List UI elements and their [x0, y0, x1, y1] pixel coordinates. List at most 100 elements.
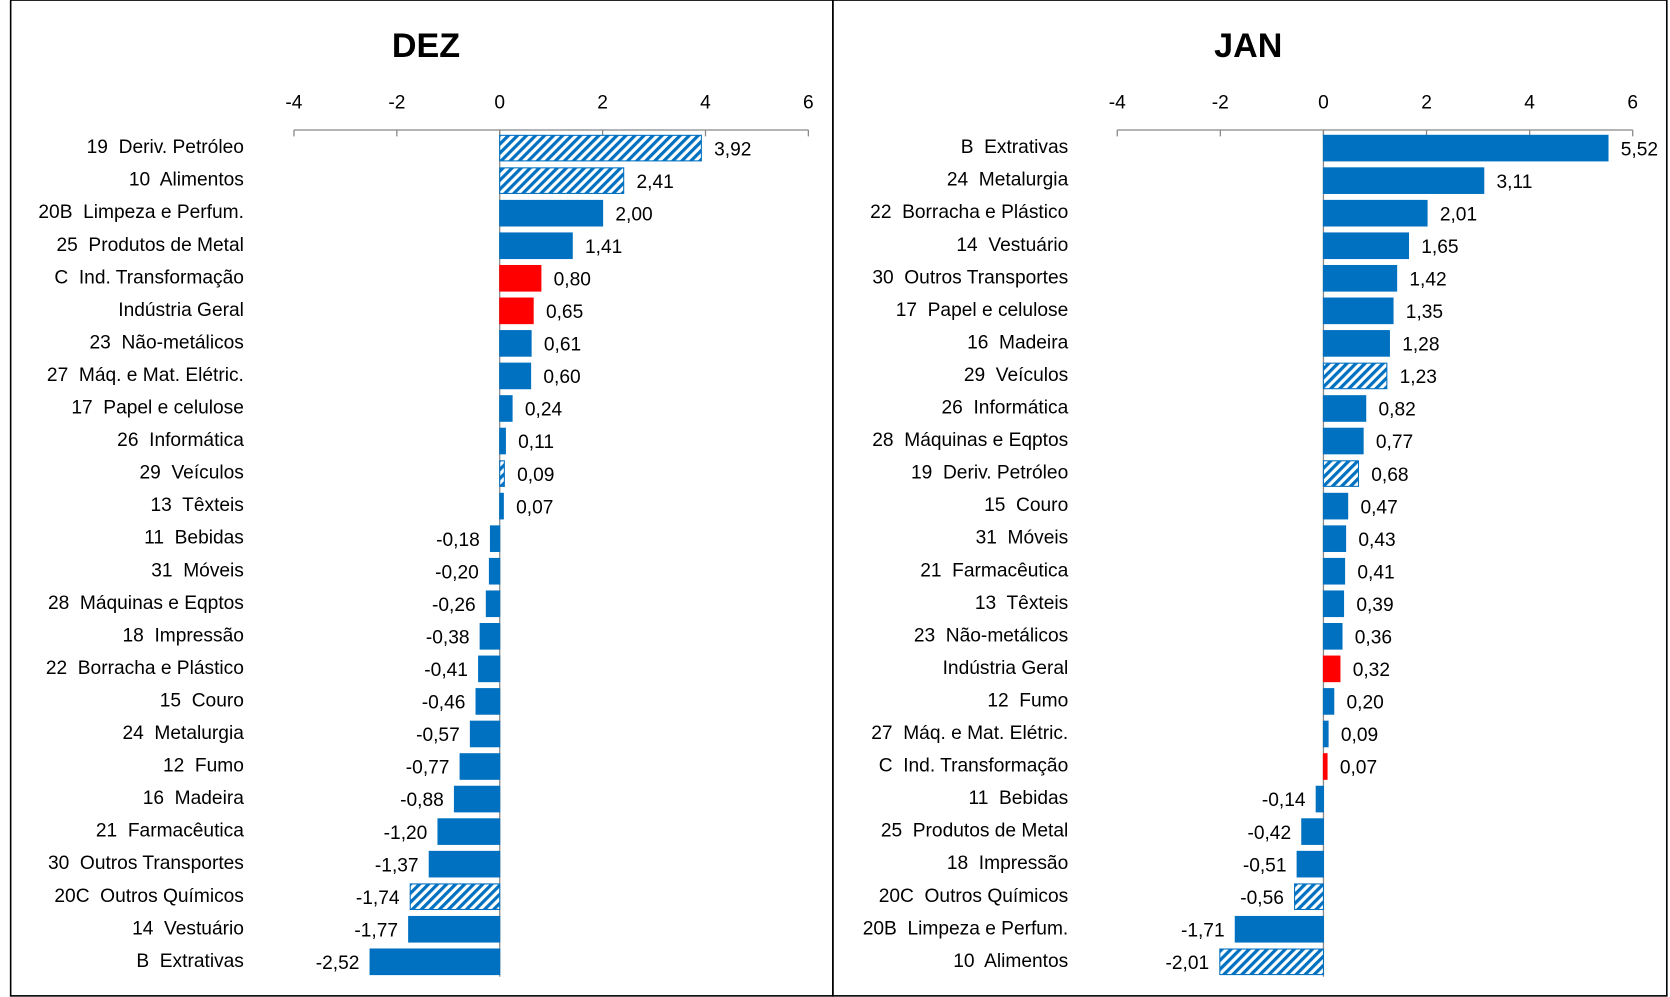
bar	[428, 850, 501, 878]
bar	[1322, 297, 1394, 325]
value-label: 0,82	[1378, 400, 1415, 421]
category-label: 23 Não-metálicos	[90, 332, 244, 353]
bar	[1219, 948, 1324, 976]
category-label: 26 Informática	[117, 430, 244, 451]
value-label: 3,11	[1497, 172, 1533, 193]
x-tick-label: -2	[1212, 92, 1229, 113]
value-label: 1,23	[1400, 367, 1437, 388]
category-label: Indústria Geral	[943, 658, 1069, 679]
bar	[369, 948, 501, 976]
x-tick-label: -4	[285, 92, 302, 113]
category-label: 20B Limpeza e Perfum.	[38, 202, 243, 223]
bar	[1322, 232, 1410, 260]
x-tick-label: -2	[388, 92, 405, 113]
category-label: 29 Veículos	[140, 463, 244, 484]
category-label: 12 Fumo	[163, 756, 244, 777]
category-label: 30 Outros Transportes	[872, 267, 1068, 288]
category-label: 29 Veículos	[964, 365, 1068, 386]
bar	[1322, 623, 1343, 650]
value-label: 0,80	[554, 269, 591, 290]
value-label: 0,47	[1360, 497, 1397, 518]
bar	[1322, 395, 1367, 422]
category-label: 27 Máq. e Mat. Elétric.	[871, 723, 1068, 744]
category-label: 25 Produtos de Metal	[881, 821, 1068, 842]
category-label: 18 Impressão	[947, 853, 1068, 874]
panel-border	[832, 0, 1668, 997]
x-tick-label: 6	[803, 92, 814, 113]
bar	[1322, 655, 1341, 683]
value-label: 1,41	[585, 237, 622, 258]
value-label: -0,41	[424, 660, 468, 681]
category-label: 17 Papel e celulose	[71, 398, 244, 419]
value-label: 0,65	[546, 302, 583, 323]
value-label: 0,39	[1356, 595, 1393, 616]
category-label: 19 Deriv. Petróleo	[87, 137, 244, 158]
category-label: 22 Borracha e Plástico	[46, 658, 244, 679]
x-tick-label: 4	[1524, 92, 1535, 113]
bar	[485, 590, 501, 618]
value-label: -0,38	[426, 628, 470, 649]
bar	[437, 818, 501, 845]
bar	[1322, 492, 1349, 520]
category-label: 14 Vestuário	[956, 235, 1068, 256]
bar	[1322, 753, 1328, 780]
category-label: 12 Fumo	[987, 690, 1068, 711]
bar	[1315, 785, 1324, 813]
value-label: 0,36	[1355, 628, 1392, 649]
category-label: 27 Máq. e Mat. Elétric.	[47, 365, 244, 386]
bar	[1322, 264, 1398, 292]
bar	[1301, 818, 1324, 845]
bar	[1322, 460, 1360, 487]
bar	[499, 232, 573, 260]
bar	[1322, 427, 1364, 455]
bar	[1234, 915, 1324, 943]
bar	[469, 720, 501, 748]
category-label: 20B Limpeza e Perfum.	[863, 918, 1069, 939]
value-label: 1,35	[1406, 302, 1443, 323]
category-label: 16 Madeira	[967, 332, 1069, 353]
value-label: -0,26	[432, 595, 476, 616]
category-label: 11 Bebidas	[968, 788, 1068, 809]
bar	[1294, 883, 1324, 911]
value-label: 2,01	[1440, 204, 1477, 225]
bar	[499, 460, 505, 487]
x-tick-label: -4	[1109, 92, 1126, 113]
category-label: 28 Máquinas e Eqptos	[48, 593, 244, 614]
chart-title: JAN	[1214, 27, 1282, 65]
category-label: 20C Outros Químicos	[54, 886, 243, 907]
x-tick-label: 0	[494, 92, 505, 113]
bar	[459, 753, 501, 780]
value-label: -1,20	[384, 823, 428, 844]
x-tick-label: 2	[597, 92, 608, 113]
bar	[475, 688, 501, 715]
value-label: -0,42	[1247, 823, 1291, 844]
category-label: 31 Móveis	[976, 528, 1069, 549]
value-label: -0,57	[416, 725, 460, 746]
category-label: 22 Borracha e Plástico	[870, 202, 1068, 223]
category-label: B Extrativas	[961, 137, 1069, 158]
x-tick-label: 6	[1627, 92, 1638, 113]
value-label: -1,77	[354, 920, 398, 941]
bar	[499, 297, 534, 325]
value-label: 0,60	[543, 367, 580, 388]
bar	[499, 362, 532, 390]
value-label: 0,20	[1347, 693, 1384, 714]
category-label: C Ind. Transformação	[879, 756, 1069, 777]
bar	[499, 199, 604, 227]
x-tick-label: 0	[1318, 92, 1329, 113]
bar	[478, 655, 501, 683]
value-label: 0,77	[1376, 432, 1413, 453]
bar	[1322, 362, 1388, 390]
value-label: -0,56	[1240, 888, 1284, 909]
value-label: 2,41	[636, 172, 673, 193]
value-label: -0,14	[1262, 790, 1306, 811]
bar	[1322, 167, 1485, 194]
bar	[1322, 525, 1347, 552]
bar	[499, 427, 506, 455]
bar	[1322, 199, 1428, 227]
value-label: 0,07	[516, 497, 553, 518]
bar	[1322, 590, 1345, 618]
bar	[1322, 688, 1335, 715]
category-label: 16 Madeira	[143, 788, 245, 809]
bar	[1322, 134, 1609, 162]
